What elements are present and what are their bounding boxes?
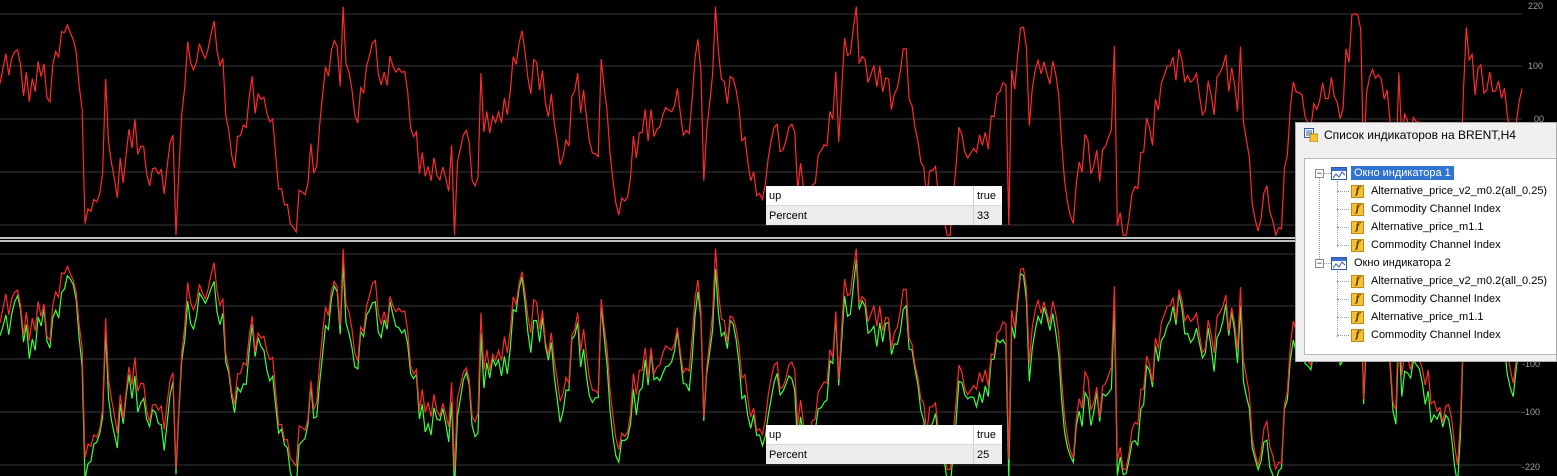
table-row: up true — [766, 425, 1002, 445]
indicator-list-panel[interactable]: Список индикаторов на BRENT,H4 − Окно ин… — [1295, 122, 1557, 362]
table-label: up — [766, 186, 974, 206]
upper-cci-line — [0, 6, 1523, 237]
table-value: true — [973, 425, 1002, 445]
indicator-function-icon: f — [1351, 184, 1364, 198]
table-label: up — [766, 425, 974, 445]
tree-item-label: Commodity Channel Index — [1371, 293, 1501, 305]
tree-item[interactable]: f Commodity Channel Index — [1351, 290, 1501, 308]
tree-connector — [1337, 317, 1349, 318]
indicator-function-icon: f — [1351, 202, 1364, 216]
indicator-function-icon: f — [1351, 220, 1364, 234]
tree-item-label: Alternative_price_m1.1 — [1371, 221, 1484, 233]
indicator-tree[interactable]: − Окно индикатора 1 f Alternative_price_… — [1304, 158, 1556, 355]
table-value: true — [973, 186, 1002, 206]
tree-item-label: Commodity Channel Index — [1371, 239, 1501, 251]
scale-label: 00 — [1534, 114, 1544, 124]
tree-item[interactable]: f Alternative_price_v2_m0.2(all_0.25) — [1351, 272, 1547, 290]
tree-connector — [1319, 178, 1320, 259]
indicator-list-icon — [1304, 128, 1319, 143]
table-label: Percent — [766, 444, 974, 464]
table-row: up true — [766, 186, 1002, 206]
collapse-toggle[interactable]: − — [1315, 168, 1324, 178]
tree-item-label: Commodity Channel Index — [1371, 203, 1501, 215]
indicator-window-icon — [1331, 166, 1347, 180]
tree-item[interactable]: f Commodity Channel Index — [1351, 326, 1501, 344]
tree-item-label: Alternative_price_m1.1 — [1371, 311, 1484, 323]
tree-window-1[interactable]: Окно индикатора 1 — [1331, 164, 1454, 182]
tree-item[interactable]: f Alternative_price_m1.1 — [1351, 218, 1484, 236]
tree-connector — [1337, 227, 1349, 228]
indicator-function-icon: f — [1351, 310, 1364, 324]
indicator-function-icon: f — [1351, 238, 1364, 252]
indicator-function-icon: f — [1351, 328, 1364, 342]
tree-item[interactable]: f Commodity Channel Index — [1351, 200, 1501, 218]
tree-item[interactable]: f Alternative_price_m1.1 — [1351, 308, 1484, 326]
data-table-window-1: up true Percent 33 — [766, 186, 1002, 225]
table-row: Percent 25 — [766, 444, 1002, 464]
tree-connector — [1337, 281, 1349, 282]
tree-connector — [1337, 209, 1349, 210]
indicator-function-icon: f — [1351, 274, 1364, 288]
scale-label: 220 — [1528, 1, 1543, 11]
tree-item[interactable]: f Commodity Channel Index — [1351, 236, 1501, 254]
panel-title-bar[interactable]: Список индикаторов на BRENT,H4 — [1296, 123, 1556, 147]
tree-item-label: Alternative_price_v2_m0.2(all_0.25) — [1371, 185, 1548, 197]
scale-label: 100 — [1528, 61, 1543, 71]
scale-label: -100 — [1522, 359, 1540, 369]
panel-title: Список индикаторов на BRENT,H4 — [1324, 128, 1516, 142]
lower-red-line — [0, 248, 1523, 471]
table-label: Percent — [766, 205, 974, 225]
table-row: Percent 33 — [766, 205, 1002, 225]
indicator-window-icon — [1331, 256, 1347, 270]
tree-connector — [1321, 173, 1331, 174]
tree-item[interactable]: f Alternative_price_v2_m0.2(all_0.25) — [1351, 182, 1547, 200]
scale-label: -220 — [1522, 462, 1540, 472]
lower-indicator-window[interactable]: -100 -100 -220 — [0, 248, 1540, 476]
table-value: 25 — [973, 444, 1002, 464]
tree-connector — [1337, 299, 1349, 300]
tree-connector — [1337, 181, 1338, 247]
tree-item-label: Alternative_price_v2_m0.2(all_0.25) — [1371, 275, 1548, 287]
tree-connector — [1337, 271, 1338, 337]
collapse-toggle[interactable]: − — [1315, 258, 1324, 268]
indicator-function-icon: f — [1351, 292, 1364, 306]
tree-window-2[interactable]: Окно индикатора 2 — [1331, 254, 1454, 272]
data-table-window-2: up true Percent 25 — [766, 425, 1002, 464]
upper-indicator-window[interactable]: 220 100 00 — [0, 1, 1544, 237]
table-value: 33 — [973, 205, 1002, 225]
tree-window-label: Окно индикатора 1 — [1351, 166, 1454, 180]
tree-window-label: Окно индикатора 2 — [1354, 257, 1451, 269]
tree-item-label: Commodity Channel Index — [1371, 329, 1501, 341]
tree-connector — [1337, 245, 1349, 246]
tree-connector — [1321, 263, 1331, 264]
tree-connector — [1337, 191, 1349, 192]
tree-connector — [1337, 335, 1349, 336]
scale-label: -100 — [1522, 407, 1540, 417]
